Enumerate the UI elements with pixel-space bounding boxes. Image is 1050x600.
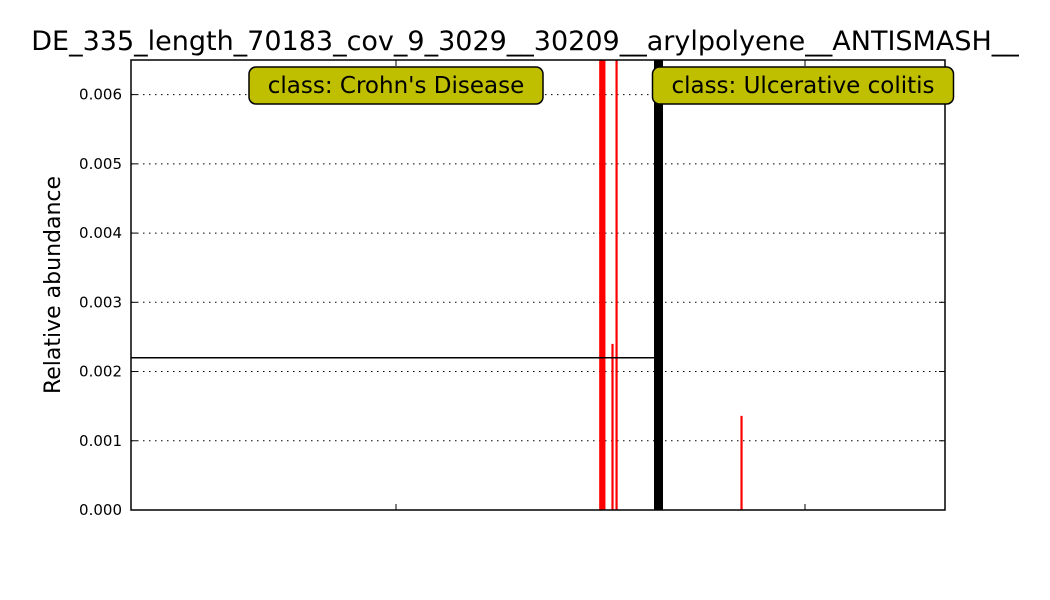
- y-axis-label: Relative abundance: [41, 176, 66, 394]
- y-tick-label: 0.002: [79, 363, 122, 381]
- class-label-text: class: Crohn's Disease: [268, 73, 524, 99]
- y-tick-label: 0.001: [79, 432, 122, 450]
- axis-ticks: 0.000 0.001 0.002 0.003 0.004 0.005 0.006: [79, 60, 945, 519]
- y-tick-label: 0.005: [79, 155, 122, 173]
- class-labels: class: Crohn's Disease class: Ulcerative …: [248, 66, 955, 105]
- plot-frame: [130, 59, 946, 511]
- y-tick-label: 0.004: [79, 224, 122, 242]
- class-label-box: [248, 66, 544, 105]
- bars: [599, 60, 743, 510]
- y-tick-label: 0.006: [79, 86, 122, 104]
- gridlines: [131, 94, 945, 442]
- class-label-text: class: Ulcerative colitis: [671, 73, 934, 99]
- y-tick-label: 0.000: [79, 501, 122, 519]
- y-tick-label: 0.003: [79, 293, 122, 311]
- class-divider: [654, 60, 663, 510]
- chart-title: DE_335_length_70183_cov_9_3029__30209__a…: [31, 26, 1019, 57]
- class-dividers: [654, 60, 663, 510]
- class-label-box: [651, 66, 955, 105]
